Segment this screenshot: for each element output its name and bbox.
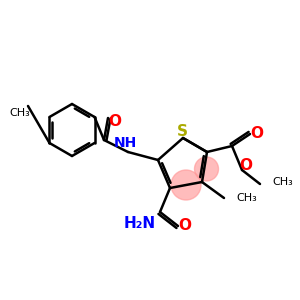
Text: S: S bbox=[176, 124, 188, 139]
Text: CH₃: CH₃ bbox=[236, 193, 257, 203]
Text: O: O bbox=[250, 127, 263, 142]
Text: O: O bbox=[239, 158, 253, 172]
Circle shape bbox=[194, 157, 218, 181]
Text: O: O bbox=[178, 218, 191, 233]
Text: H₂N: H₂N bbox=[124, 217, 156, 232]
Text: NH: NH bbox=[113, 136, 136, 150]
Text: CH₃: CH₃ bbox=[10, 108, 30, 118]
Text: CH₃: CH₃ bbox=[272, 177, 293, 187]
Circle shape bbox=[171, 170, 201, 200]
Text: O: O bbox=[109, 113, 122, 128]
